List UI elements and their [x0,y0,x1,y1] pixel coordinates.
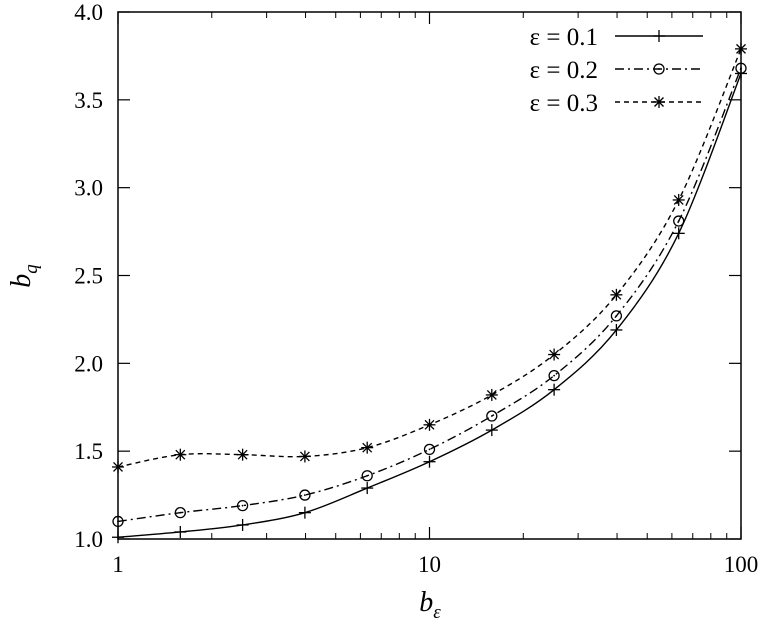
data-point-plus [298,506,311,519]
data-point-circle [423,443,436,456]
data-point-plus [236,518,249,531]
legend-label: ε = 0.3 [530,90,598,117]
data-point-circle [735,62,747,74]
data-point-star [298,450,311,463]
data-point-star [236,448,249,461]
legend-item: ε = 0.2 [530,57,703,84]
y-axis-label-sub: q [21,264,42,274]
y-tick-label: 2.0 [74,351,103,376]
legend-label: ε = 0.1 [530,24,598,51]
series-3 [112,42,747,473]
axis-ticks [117,11,742,540]
data-point-star [361,441,374,454]
data-point-plus [361,482,374,495]
data-point-plus [653,30,665,42]
legend-label: ε = 0.2 [530,57,598,84]
legend: ε = 0.1 ε = 0.2 ε = 0.3 [530,24,703,117]
data-point-star [112,460,124,473]
data-point-plus [485,424,498,437]
y-tick-label: 3.5 [74,88,103,113]
series-2 [112,62,747,528]
data-point-circle [174,507,186,519]
data-point-circle [236,499,249,512]
series-line [117,48,742,468]
y-tick-label: 1.5 [74,439,103,464]
y-tick-label: 3.0 [74,176,103,201]
data-point-circle [610,310,623,322]
data-point-plus [610,323,623,336]
data-point-circle [299,489,311,501]
y-tick-label: 4.0 [74,0,103,25]
x-tick-label: 10 [418,552,441,577]
data-point-star [548,348,561,361]
data-point-star [610,288,623,301]
legend-item: ε = 0.3 [530,90,703,117]
series-layer [112,42,747,544]
data-point-circle [112,515,124,528]
data-point-plus [174,525,187,538]
x-axis-label-base: b [419,587,433,618]
y-tick-label: 1.0 [74,527,103,552]
data-point-circle [548,369,560,382]
data-point-circle [486,410,498,422]
data-point-circle [673,215,685,227]
y-axis-label-base: b [6,274,37,288]
data-point-plus [672,227,685,240]
data-point-star [423,418,436,431]
y-tick-label: 2.5 [74,264,103,289]
legend-item: ε = 0.1 [530,24,703,51]
data-point-plus [548,383,561,396]
tick-labels: 1 10 100 1.0 1.5 2.0 2.5 3.0 3.5 4.0 [74,0,758,577]
y-axis-label: bq [6,264,42,288]
data-point-star [735,42,747,55]
series-1 [112,67,747,544]
series-line [117,67,742,523]
data-point-star [653,96,665,108]
data-point-star [485,388,498,401]
x-tick-label: 1 [112,552,124,577]
data-point-plus [112,531,124,544]
x-axis-label-sub: ε [433,602,441,623]
x-axis-label: bε [419,587,441,623]
data-point-circle [653,63,665,75]
x-tick-label: 100 [724,552,759,577]
data-point-star [174,448,187,461]
data-point-plus [423,455,436,468]
data-point-star [672,193,685,206]
data-point-circle [361,470,373,482]
